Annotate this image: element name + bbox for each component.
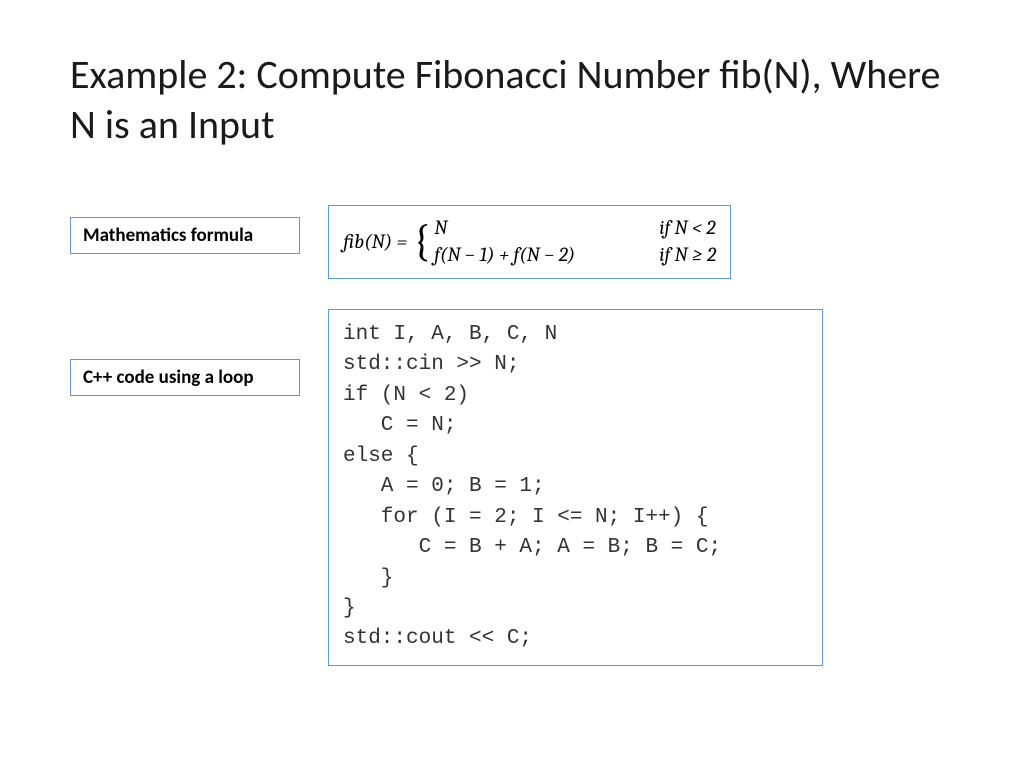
case1-value: N xyxy=(434,214,659,241)
case2-value: f(N − 1) + f(N − 2) xyxy=(434,241,659,268)
code-box: int I, A, B, C, N std::cin >> N; if (N <… xyxy=(328,309,823,666)
brace-icon: { xyxy=(413,221,430,261)
formula-lhs: fib(N) = xyxy=(343,230,407,253)
formula-box: fib(N) = { N if N < 2 f(N − 1) + f(N − 2… xyxy=(328,205,731,279)
formula-cases: N if N < 2 f(N − 1) + f(N − 2) if N ≥ 2 xyxy=(434,214,716,268)
formula-label: Mathematics formula xyxy=(70,217,300,254)
code-row: C++ code using a loop int I, A, B, C, N … xyxy=(70,309,954,666)
formula-row: Mathematics formula fib(N) = { N if N < … xyxy=(70,205,954,279)
case2-condition: if N ≥ 2 xyxy=(659,241,716,268)
code-label: C++ code using a loop xyxy=(70,359,300,396)
page-title: Example 2: Compute Fibonacci Number fib(… xyxy=(70,50,954,150)
case1-condition: if N < 2 xyxy=(659,214,715,241)
